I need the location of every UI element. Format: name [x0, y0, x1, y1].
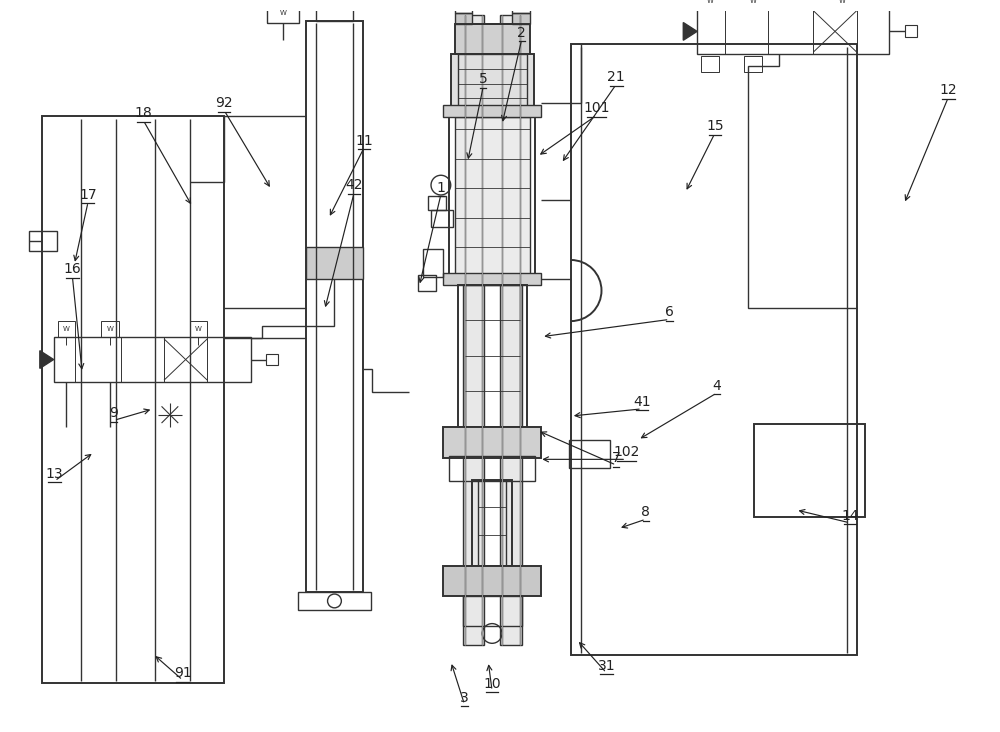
Bar	[418, 274, 436, 291]
Text: 101: 101	[583, 101, 610, 115]
Bar	[316, 1, 353, 20]
Text: 11: 11	[355, 134, 373, 148]
Bar	[833, 0, 851, 9]
Bar	[512, 12, 530, 24]
Bar	[463, 15, 484, 646]
Bar	[443, 427, 541, 458]
Bar	[101, 321, 119, 337]
Bar	[455, 24, 530, 54]
Text: W: W	[750, 0, 757, 4]
Text: 10: 10	[483, 677, 501, 691]
Bar	[190, 321, 207, 337]
Bar	[449, 113, 535, 280]
Text: 9: 9	[109, 406, 118, 420]
Bar	[443, 273, 541, 285]
Bar	[455, 117, 530, 277]
Bar	[423, 249, 443, 277]
Text: 8: 8	[641, 505, 650, 519]
Text: 41: 41	[633, 395, 651, 409]
Bar	[266, 354, 278, 365]
Bar	[569, 441, 610, 468]
Bar	[54, 337, 251, 382]
Bar	[458, 54, 527, 113]
Bar	[744, 56, 762, 72]
Bar	[443, 105, 541, 117]
Bar	[42, 116, 224, 683]
Bar	[29, 231, 57, 251]
Text: 15: 15	[706, 119, 724, 133]
Text: 13: 13	[46, 467, 63, 481]
Text: 92: 92	[215, 96, 233, 111]
Bar	[472, 479, 512, 567]
Bar	[306, 247, 363, 279]
Bar	[455, 3, 472, 12]
Text: 4: 4	[712, 379, 721, 393]
Bar	[428, 196, 446, 210]
Bar	[458, 285, 527, 427]
Text: 42: 42	[345, 179, 363, 193]
Bar	[754, 424, 865, 518]
Bar	[431, 210, 453, 228]
Text: 17: 17	[79, 188, 97, 202]
Text: 1: 1	[436, 181, 445, 195]
Text: W: W	[106, 326, 113, 332]
Bar	[701, 56, 719, 72]
Bar	[443, 567, 541, 596]
Bar	[905, 26, 917, 37]
Bar	[451, 54, 534, 113]
Text: 3: 3	[460, 690, 469, 705]
Bar	[58, 321, 75, 337]
Text: 7: 7	[612, 451, 621, 465]
Text: W: W	[280, 10, 287, 15]
Text: 5: 5	[479, 72, 488, 86]
Bar	[463, 596, 522, 626]
Bar	[697, 9, 889, 54]
Text: W: W	[195, 326, 202, 332]
Bar	[744, 0, 762, 9]
Text: 102: 102	[613, 445, 639, 460]
Text: W: W	[838, 0, 845, 4]
Polygon shape	[683, 23, 697, 40]
Text: 18: 18	[134, 106, 152, 120]
Bar	[701, 0, 719, 9]
Text: 31: 31	[598, 659, 615, 673]
Bar	[267, 0, 299, 23]
Bar	[465, 285, 520, 427]
Text: W: W	[706, 0, 713, 4]
Bar	[306, 20, 363, 592]
Bar	[478, 479, 506, 567]
Text: 2: 2	[517, 26, 526, 40]
Text: 6: 6	[665, 305, 674, 319]
Bar	[298, 592, 371, 610]
Text: 16: 16	[63, 262, 81, 276]
Bar	[571, 44, 857, 655]
Bar	[455, 12, 472, 24]
Bar	[512, 3, 530, 12]
Text: 14: 14	[841, 509, 859, 523]
Bar	[449, 456, 535, 481]
Text: 21: 21	[607, 70, 625, 84]
Text: 91: 91	[174, 666, 192, 680]
Polygon shape	[40, 351, 54, 368]
Text: W: W	[63, 326, 70, 332]
Bar	[500, 15, 522, 646]
Text: 12: 12	[940, 83, 957, 97]
